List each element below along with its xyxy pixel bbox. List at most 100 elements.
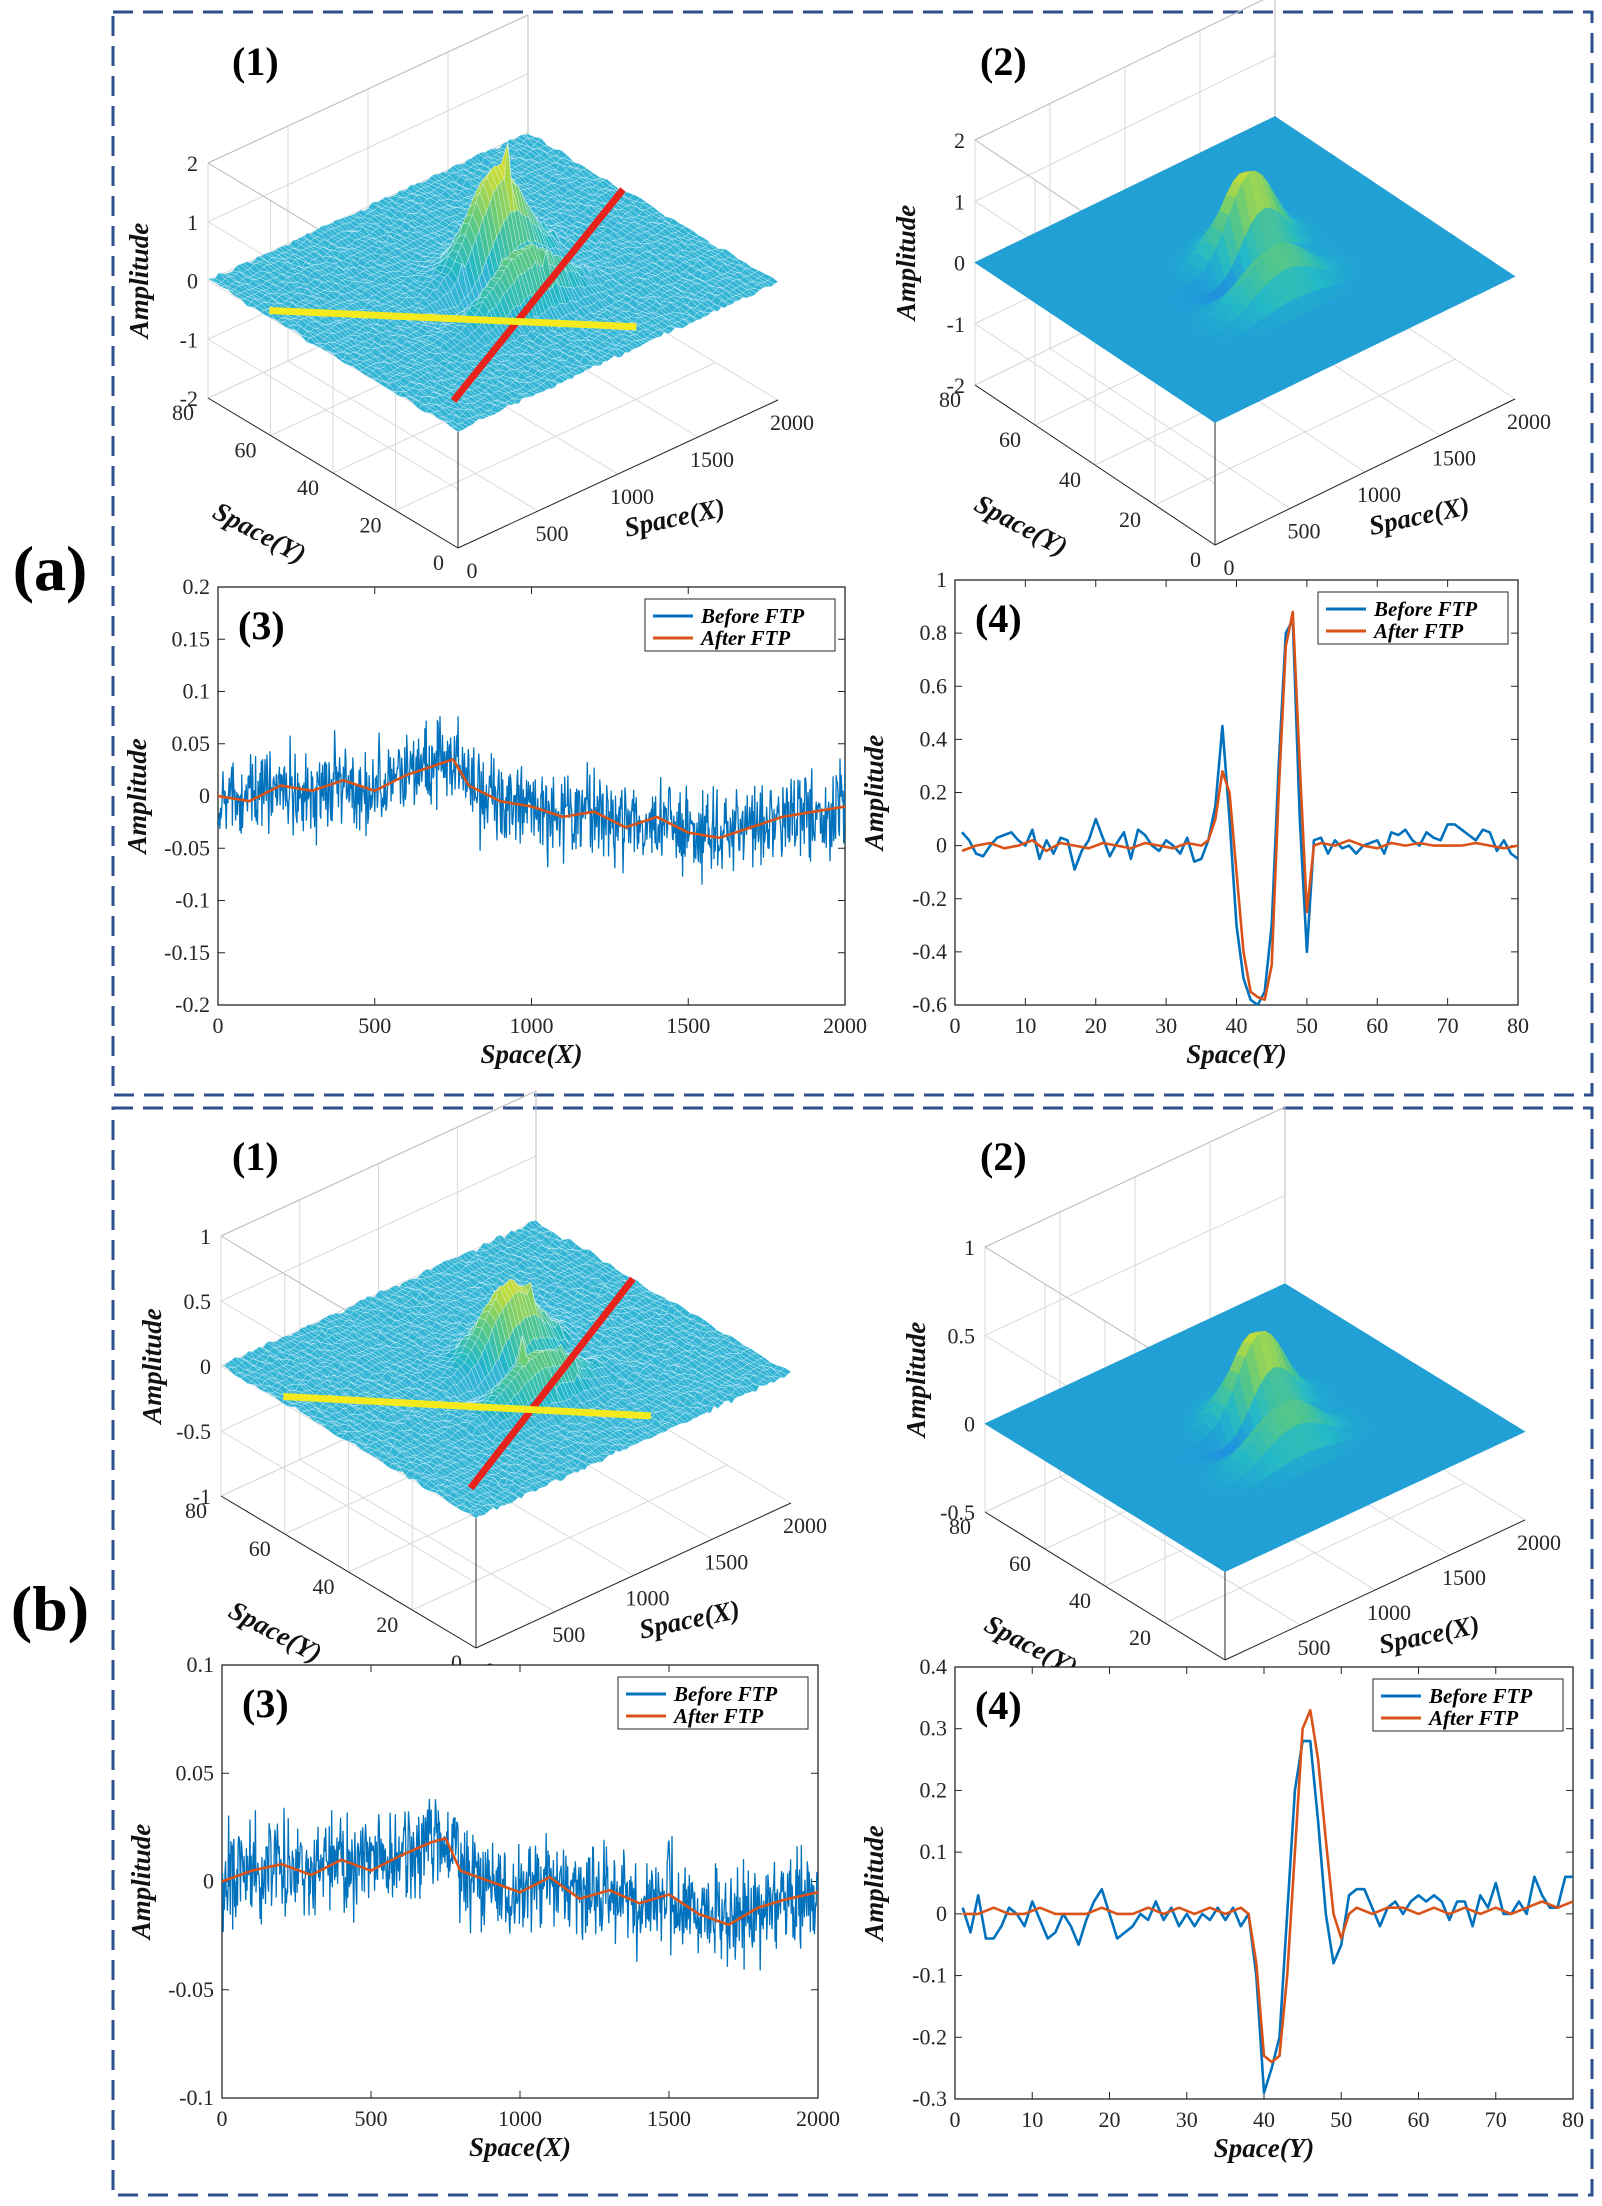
y-tick-label: 0 [433,550,444,575]
x-tick-label: 2000 [770,410,814,435]
z-tick-label: 2 [187,151,198,176]
x-tick-label: 1500 [1432,446,1476,471]
line-chart-4: 0 10 20 30 40 50 60 70 80 -0.6 -0.4 -0.2 0 0.2 0.4 0.6 0… [859,567,1529,1069]
y-tick-label: 40 [1059,467,1081,492]
y-tick-label: 60 [235,438,257,463]
y-tick-label: 40 [313,1574,335,1599]
y-tick-label: -0.05 [164,835,210,860]
y-tick-label: 1 [936,567,947,592]
x-tick-label: 0 [1224,555,1235,580]
y-tick-label: -0.15 [164,940,210,965]
x-tick-label: 1000 [610,484,654,509]
y-tick-label: -0.2 [175,992,210,1017]
x-tick-label: 1500 [690,447,734,472]
y-tick-label: 20 [1119,507,1141,532]
legend-label: After FTP [1372,619,1463,643]
x-tick-label: 0 [950,1013,961,1038]
x-tick-label: 30 [1155,1013,1177,1038]
x-tick-label: 80 [1507,1013,1529,1038]
z-tick-label: -0.5 [176,1419,211,1444]
y-tick-label: 40 [297,475,319,500]
y-tick-label: 0.2 [920,780,948,805]
legend-label: Before FTP [1373,597,1477,621]
y-tick-label: 20 [376,1612,398,1637]
z-tick-label: 1 [200,1224,211,1249]
x-tick-label: 10 [1014,1013,1036,1038]
panel-tag: (4) [975,596,1022,641]
x-tick-label: 500 [552,1622,585,1647]
y-axis-line [207,397,459,549]
y-tick-label: -0.1 [175,888,210,913]
x-tick-label: 0 [213,1013,224,1038]
group-b-frame [111,1106,1594,2197]
z-tick-label: -1 [193,1484,211,1509]
group-b-label: (b) [11,1573,89,1644]
y-tick-label: 0 [199,783,210,808]
x-tick-label: 60 [1366,1013,1388,1038]
y-tick-label: 0.8 [920,620,948,645]
x-axis-label: Space(Y) [1186,1039,1286,1069]
x-tick-label: 2000 [1507,409,1551,434]
x-tick-label: 1500 [666,1013,710,1038]
box-edge [207,14,529,164]
y-tick-label: 20 [360,513,382,538]
y-tick-label: -0.6 [912,992,947,1017]
x-tick-label: 500 [358,1013,391,1038]
y-axis-label: Amplitude [122,738,152,856]
y-tick-label: 0.4 [920,726,948,751]
y-tick-label: 0.05 [172,731,211,756]
z-tick-label: -2 [947,373,965,398]
x-tick-label: 1000 [510,1013,554,1038]
z-axis-label: Amplitude [891,205,921,323]
z-tick-label: 0 [187,269,198,294]
x-axis-label: Space(X) [481,1039,583,1069]
z-tick-label: 0 [954,251,965,276]
x-tick-label: 500 [1288,519,1321,544]
x-axis-line [457,399,779,549]
z-tick-label: 0.5 [184,1289,212,1314]
z-tick-label: 2 [954,128,965,153]
x-tick-label: 1000 [626,1586,670,1611]
y-tick-label: 80 [172,400,194,425]
z-tick-label: 1 [187,210,198,235]
x-tick-label: 1000 [1357,482,1401,507]
y-tick-label: -0.4 [912,939,947,964]
x-tick-label: 50 [1296,1013,1318,1038]
x-tick-label: 2000 [783,1513,827,1538]
y-tick-label: 0.15 [172,626,211,651]
y-tick-label: 0.6 [920,673,948,698]
x-tick-label: 2000 [823,1013,867,1038]
y-tick-label: -0.2 [912,886,947,911]
z-tick-label: 0 [200,1354,211,1379]
legend-label: After FTP [699,626,790,650]
z-tick-label: -1 [947,312,965,337]
panels-container: 0500100015002000020406080-2-1012Space(X)… [122,0,1584,2163]
floor-grid-y [395,362,716,511]
x-tick-label: 500 [536,521,569,546]
x-tick-label: 40 [1226,1013,1248,1038]
surface-chart-1: 0500100015002000020406080-2-1012Space(X)… [124,14,814,583]
y-tick-label: 60 [249,1536,271,1561]
x-tick-label: 70 [1437,1013,1459,1038]
x-tick-label: 1500 [704,1549,748,1574]
panel-tag: (1) [232,39,279,84]
z-tick-label: -1 [180,327,198,352]
y-tick-label: 0.2 [183,574,211,599]
z-tick-label: 1 [954,189,965,214]
x-tick-label: 0 [467,558,478,583]
z-axis-label: Amplitude [124,223,154,341]
panel-tag: (2) [980,39,1027,84]
z-tick-label: -2 [180,386,198,411]
group-a-frame [111,10,1594,1097]
group-a-label: (a) [13,533,88,604]
y-tick-label: 0 [936,833,947,858]
x-tick-label: 20 [1085,1013,1107,1038]
y-axis-label: Amplitude [859,735,889,853]
y-tick-label: 0 [1190,547,1201,572]
line-chart-3: 0 500 1000 1500 2000 -0.2 -0.15 -0.1 -0.05 0 0.05 0… [122,574,867,1069]
panel-tag: (3) [238,603,285,648]
y-tick-label: 60 [999,427,1021,452]
y-tick-label: 0.1 [183,679,211,704]
legend-label: Before FTP [700,604,804,628]
